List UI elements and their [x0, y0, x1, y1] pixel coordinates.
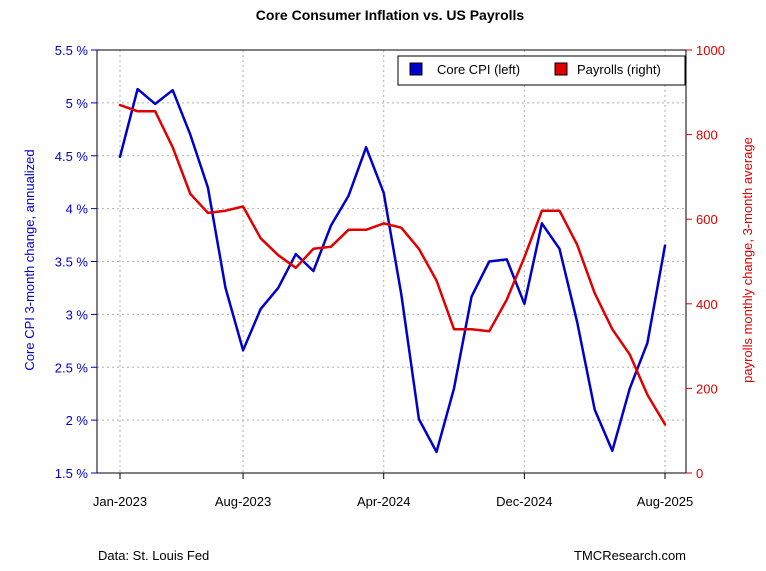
- ticks-layer: 1.5 % 2 % 2.5 % 3 % 3.5 % 4 % 4.5 % 5 % 5.5 % 0 20…: [55, 43, 725, 509]
- left-tick-label: 3.5 %: [55, 255, 89, 270]
- x-tick-label: Jan-2023: [93, 494, 147, 509]
- left-tick-label: 2.5 %: [55, 360, 89, 375]
- x-tick-label: Dec-2024: [496, 494, 552, 509]
- series-line-payrolls: [118, 103, 667, 426]
- left-tick-label: 4 %: [66, 202, 89, 217]
- right-tick-label: 200: [696, 381, 718, 396]
- x-tick-label: Aug-2025: [637, 494, 693, 509]
- source-note: Data: St. Louis Fed: [98, 548, 209, 563]
- series-layer: [118, 87, 667, 454]
- left-tick-label: 5.5 %: [55, 43, 89, 58]
- legend: Core CPI (left) Payrolls (right): [397, 55, 686, 86]
- left-tick-label: 2 %: [66, 413, 89, 428]
- right-tick-label: 400: [696, 297, 718, 312]
- legend-swatch-core-cpi: [409, 62, 423, 76]
- chart-title: Core Consumer Inflation vs. US Payrolls: [256, 7, 525, 23]
- left-tick-label: 5 %: [66, 96, 89, 111]
- grid: [97, 50, 686, 473]
- right-tick-label: 0: [696, 466, 703, 481]
- left-tick-label: 3 %: [66, 307, 89, 322]
- right-axis-label: payrolls monthly change, 3-month average: [740, 137, 755, 383]
- brand-note: TMCResearch.com: [574, 548, 686, 563]
- right-tick-label: 800: [696, 128, 718, 143]
- legend-box: [397, 55, 686, 86]
- legend-swatch-payrolls: [554, 62, 568, 76]
- left-axis-label: Core CPI 3-month change, annualized: [22, 149, 37, 370]
- x-tick-label: Aug-2023: [215, 494, 271, 509]
- right-tick-label: 1000: [696, 43, 725, 58]
- right-tick-label: 600: [696, 212, 718, 227]
- left-tick-label: 4.5 %: [55, 149, 89, 164]
- series-line-core-cpi: [118, 87, 667, 454]
- legend-label-core-cpi: Core CPI (left): [437, 62, 520, 77]
- legend-label-payrolls: Payrolls (right): [577, 62, 661, 77]
- x-tick-label: Apr-2024: [357, 494, 410, 509]
- left-tick-label: 1.5 %: [55, 466, 89, 481]
